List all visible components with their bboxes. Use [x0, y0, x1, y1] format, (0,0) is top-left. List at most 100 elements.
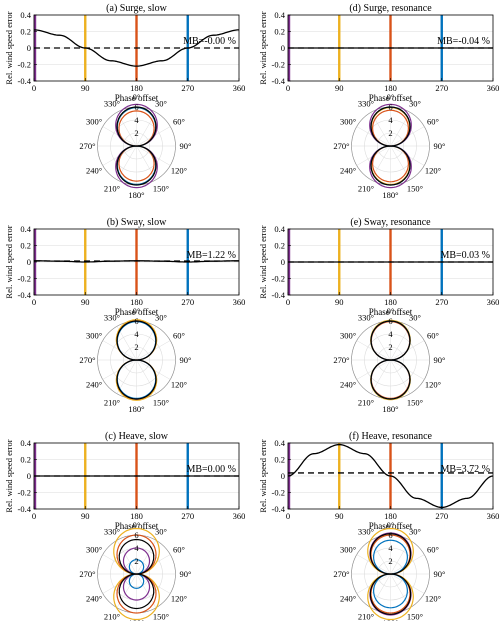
- x-tick-label: 0: [286, 511, 290, 521]
- polar-radial-label: 6: [388, 102, 392, 112]
- polar-spoke: [390, 145, 411, 180]
- y-axis-label: Rel. wind speed error: [4, 11, 14, 84]
- polar-curve: [370, 320, 411, 400]
- polar-angle-label: 90°: [180, 141, 192, 151]
- polar-spoke: [390, 326, 411, 361]
- y-tick-label: 0.4: [20, 224, 31, 234]
- x-tick-label: 0: [286, 297, 290, 307]
- y-tick-label: 0: [281, 471, 285, 481]
- polar-angle-label: 270°: [333, 141, 349, 151]
- polar-radial-label: 2: [388, 556, 392, 566]
- polar-curve: [371, 109, 410, 183]
- x-tick-label: 0: [32, 83, 36, 93]
- panel-title: (b) Sway, slow: [107, 217, 167, 228]
- mean-bias-label: MB=-0.00 %: [183, 36, 236, 47]
- polar-angle-label: 300°: [86, 117, 102, 127]
- x-axis-label: Phase offset: [115, 521, 159, 531]
- polar-curve: [369, 103, 412, 189]
- x-tick-label: 360: [233, 511, 246, 521]
- polar-radial-label: 6: [388, 530, 392, 540]
- y-tick-label: 0.4: [274, 10, 285, 20]
- x-tick-label: 270: [181, 83, 194, 93]
- polar-angle-label: 240°: [86, 166, 102, 176]
- mean-bias-label: MB=0.00 %: [186, 464, 236, 475]
- polar-spoke: [116, 540, 137, 575]
- polar-spoke: [136, 359, 157, 394]
- y-tick-label: 0: [27, 257, 31, 267]
- polar-angle-label: 270°: [79, 569, 95, 579]
- x-tick-label: 90: [81, 511, 90, 521]
- x-tick-label: 90: [81, 297, 90, 307]
- polar-radial-label: 4: [134, 115, 139, 125]
- polar-angle-label: 300°: [86, 331, 102, 341]
- panel-title: (a) Surge, slow: [106, 3, 167, 14]
- polar-angle-label: 180°: [128, 190, 144, 200]
- polar-spoke: [116, 359, 137, 394]
- polar-angle-label: 120°: [425, 380, 441, 390]
- polar-angle-label: 270°: [79, 141, 95, 151]
- polar-angle-label: 240°: [340, 594, 356, 604]
- x-axis-label: Phase offset: [115, 307, 159, 317]
- panel-title: (f) Heave, resonance: [349, 431, 433, 442]
- mean-bias-label: MB=3.72 %: [440, 464, 490, 475]
- polar-curve: [372, 539, 409, 609]
- x-tick-label: 270: [181, 511, 194, 521]
- polar-spoke: [116, 145, 137, 180]
- polar-angle-label: 210°: [104, 183, 120, 193]
- x-tick-label: 180: [130, 83, 143, 93]
- polar-angle-label: 30°: [155, 99, 167, 109]
- polar-angle-label: 120°: [425, 166, 441, 176]
- polar-curve: [115, 103, 158, 189]
- y-tick-label: -0.4: [272, 504, 286, 514]
- polar-curve: [118, 110, 155, 182]
- y-tick-label: -0.2: [18, 488, 31, 498]
- polar-angle-label: 300°: [340, 331, 356, 341]
- x-axis-label: Phase offset: [369, 521, 413, 531]
- polar-curve: [369, 533, 412, 615]
- y-axis-label: Rel. wind speed error: [258, 11, 268, 84]
- polar-angle-label: 240°: [86, 380, 102, 390]
- y-tick-label: 0.2: [20, 27, 31, 37]
- polar-angle-label: 0°: [133, 92, 141, 102]
- y-tick-label: -0.4: [18, 290, 32, 300]
- polar-radial-label: 2: [388, 128, 392, 138]
- polar-angle-label: 270°: [333, 569, 349, 579]
- polar-angle-label: 150°: [407, 183, 423, 193]
- polar-angle-label: 180°: [128, 404, 144, 414]
- polar-radial-label: 4: [134, 329, 139, 339]
- polar-angle-label: 120°: [171, 166, 187, 176]
- polar-angle-label: 210°: [358, 611, 374, 621]
- polar-angle-label: 180°: [382, 190, 398, 200]
- polar-angle-label: 210°: [104, 397, 120, 407]
- polar-plot: 0°30°60°90°120°150°180°210°240°270°300°3…: [79, 520, 191, 621]
- polar-radial-label: 6: [134, 316, 138, 326]
- y-tick-label: -0.2: [18, 60, 31, 70]
- y-tick-label: 0.2: [20, 455, 31, 465]
- mean-bias-label: MB=1.22 %: [186, 250, 236, 261]
- polar-angle-label: 330°: [104, 313, 120, 323]
- polar-radial-label: 2: [134, 556, 138, 566]
- polar-angle-label: 300°: [340, 117, 356, 127]
- polar-angle-label: 240°: [86, 594, 102, 604]
- polar-plot: 0°30°60°90°120°150°180°210°240°270°300°3…: [333, 520, 445, 621]
- polar-spoke: [390, 112, 411, 147]
- polar-radial-label: 6: [134, 102, 138, 112]
- polar-spoke: [136, 540, 157, 575]
- polar-angle-label: 300°: [340, 545, 356, 555]
- polar-curve: [370, 106, 411, 186]
- x-axis-label: Phase offset: [369, 93, 413, 103]
- x-tick-label: 180: [384, 297, 397, 307]
- y-tick-label: 0.2: [274, 455, 285, 465]
- polar-angle-label: 270°: [333, 355, 349, 365]
- polar-angle-label: 180°: [382, 404, 398, 414]
- y-axis-label: Rel. wind speed error: [4, 225, 14, 298]
- x-tick-label: 360: [233, 83, 246, 93]
- polar-spoke: [390, 540, 411, 575]
- x-tick-label: 270: [435, 297, 448, 307]
- y-axis-label: Rel. wind speed error: [4, 439, 14, 512]
- polar-angle-label: 60°: [427, 331, 439, 341]
- y-tick-label: -0.2: [18, 274, 31, 284]
- polar-plot: 0°30°60°90°120°150°180°210°240°270°300°3…: [79, 306, 191, 414]
- x-tick-label: 90: [335, 297, 344, 307]
- y-tick-label: 0: [27, 471, 31, 481]
